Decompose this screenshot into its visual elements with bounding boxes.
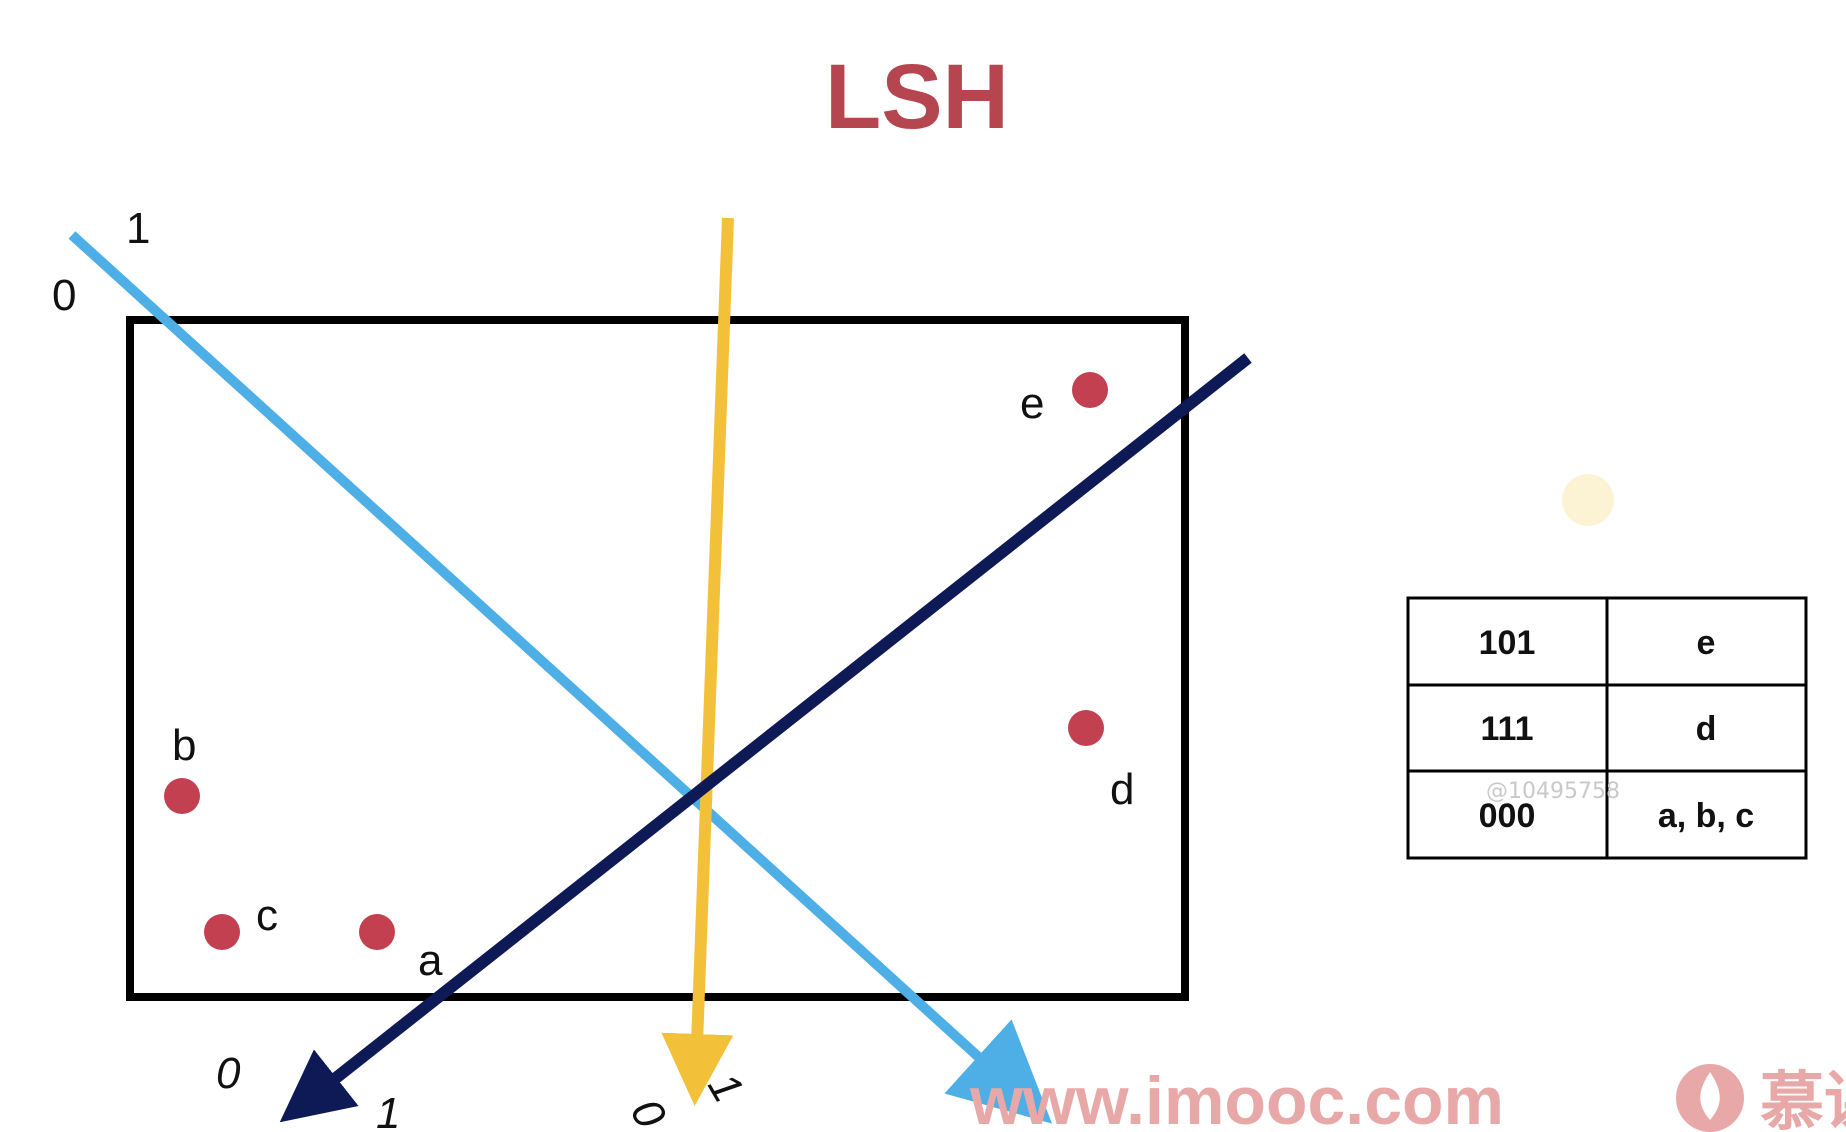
table-row-2-code: 111 <box>1481 710 1534 748</box>
navy-side-0-label: 0 <box>216 1049 241 1098</box>
yellow-side-0-label: 0 <box>621 1091 676 1132</box>
point-a-label: a <box>418 936 443 985</box>
point-e <box>1072 372 1108 408</box>
brand-cn-text: 慕课 <box>1760 1066 1846 1132</box>
brand-logo: 慕课 <box>1676 1064 1846 1132</box>
yellow-side-1-label: 1 <box>698 1065 753 1111</box>
point-a <box>359 914 395 950</box>
light-blue-line <box>68 231 1053 1124</box>
data-space-box <box>126 316 1189 1001</box>
table-row-1-members: e <box>1697 624 1716 662</box>
point-c-label: c <box>256 891 278 940</box>
user-id-watermark: @10495758 <box>1486 779 1620 804</box>
dark-navy-line <box>279 353 1252 1123</box>
navy-side-1-label: 1 <box>376 1089 400 1132</box>
light-blue-side-1-label: 1 <box>126 204 150 253</box>
point-d-label: d <box>1110 765 1134 814</box>
table-row-2-members: d <box>1696 710 1717 748</box>
site-watermark: www.imooc.com <box>969 1063 1504 1132</box>
yellow-line <box>661 217 734 1106</box>
light-blue-side-0-label: 0 <box>52 271 76 320</box>
diagram-title: LSH <box>825 46 1009 148</box>
point-b <box>164 778 200 814</box>
table-row-3-members: a, b, c <box>1658 797 1754 835</box>
hash-bucket-table: 101 e 111 d 000 a, b, c <box>1406 596 1808 860</box>
point-b-label: b <box>172 721 196 770</box>
table-row-1-code: 101 <box>1479 624 1536 662</box>
point-e-label: e <box>1020 379 1044 428</box>
cursor-highlight <box>1562 474 1614 526</box>
table-row-3-code: 000 <box>1479 797 1536 835</box>
point-d <box>1068 710 1104 746</box>
point-c <box>204 914 240 950</box>
